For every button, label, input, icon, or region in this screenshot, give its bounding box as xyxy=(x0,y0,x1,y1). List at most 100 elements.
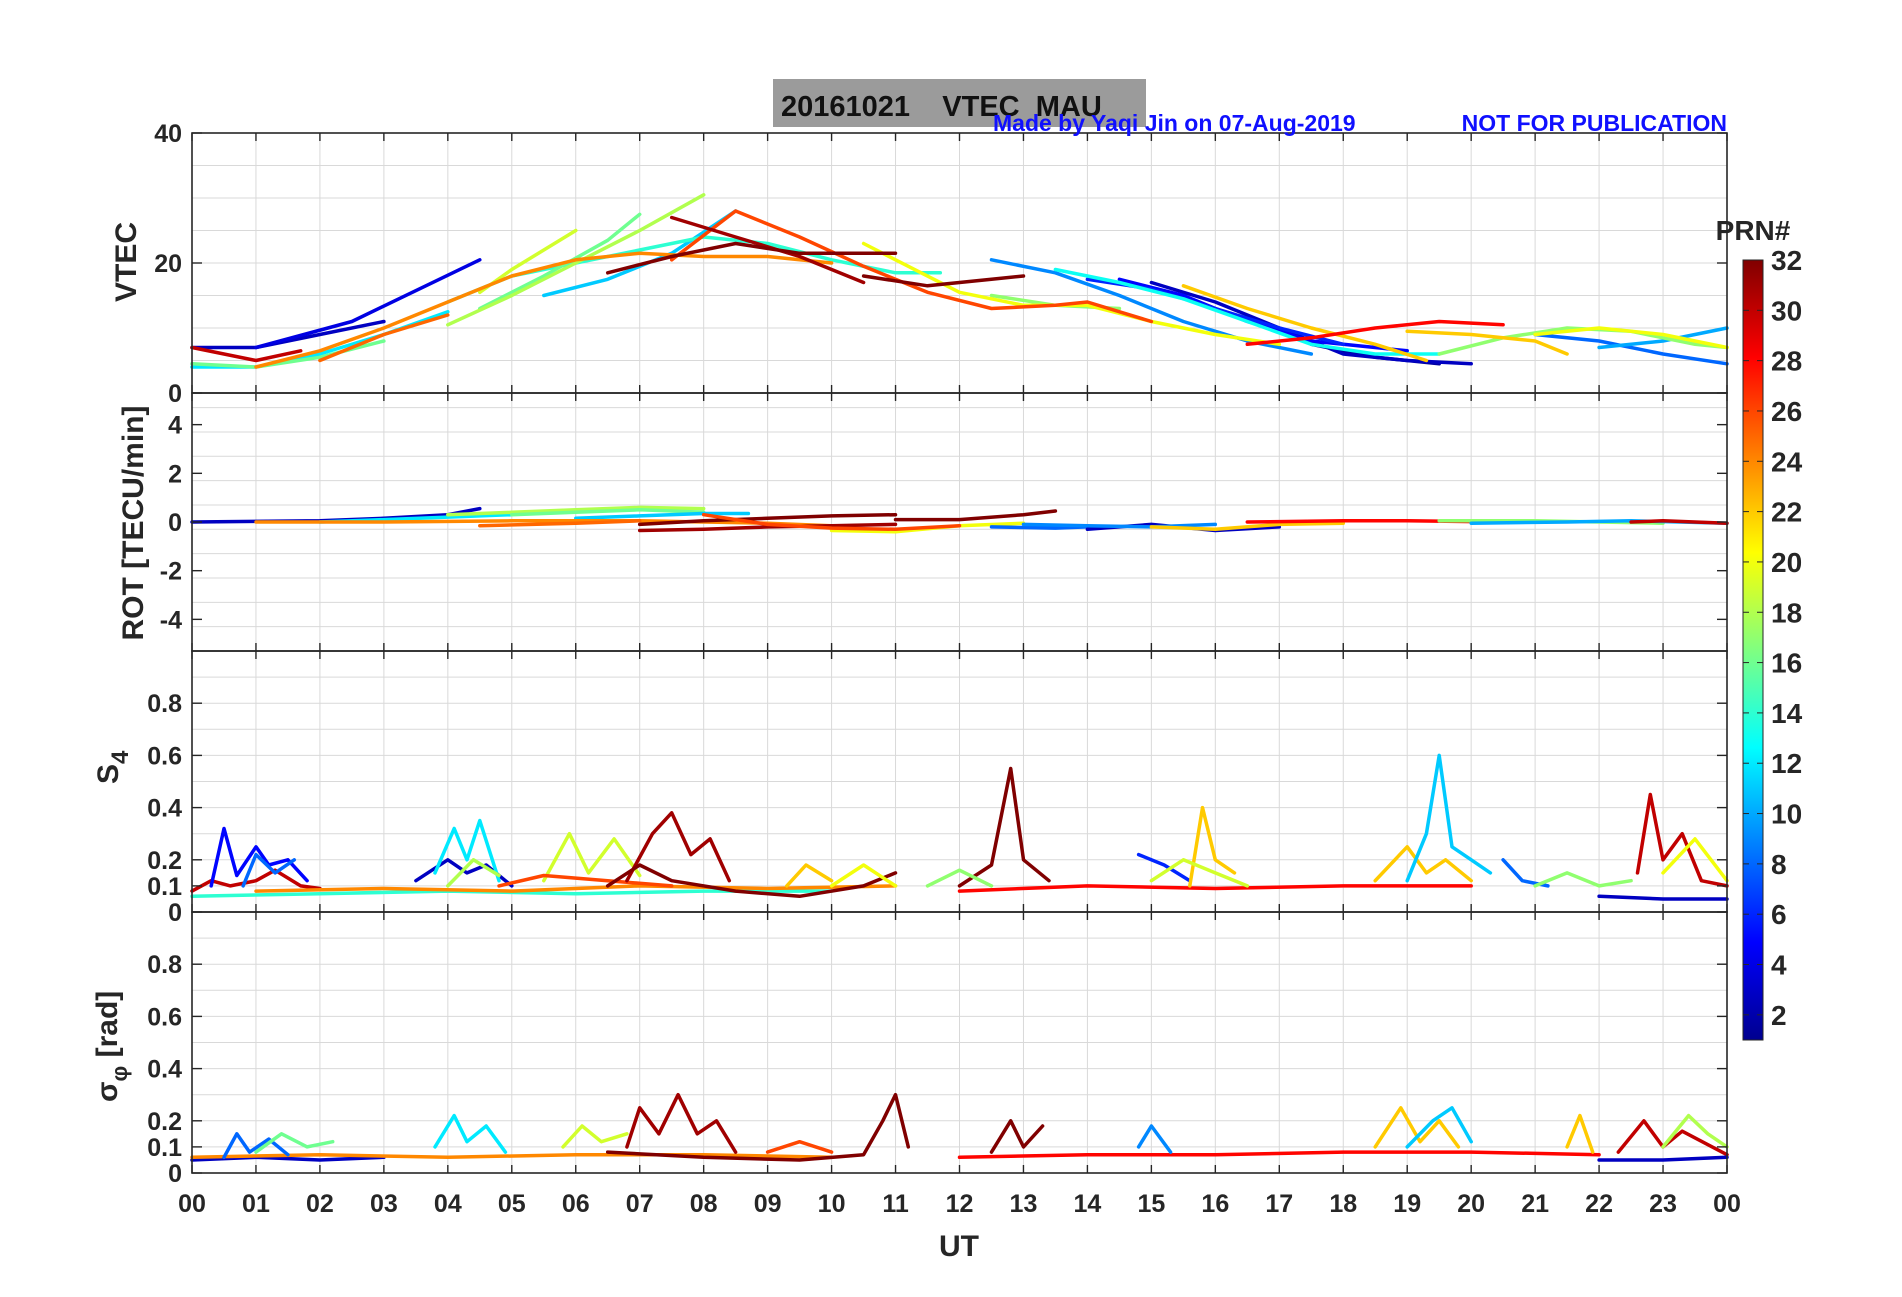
series-prn-17 xyxy=(1533,871,1633,888)
colorbar-title: PRN# xyxy=(1716,215,1791,246)
series-prn-24 xyxy=(190,1152,834,1160)
series-prn-5 xyxy=(209,826,309,888)
y-tick-label: 2 xyxy=(168,460,182,488)
notice-text: NOT FOR PUBLICATION xyxy=(1462,110,1727,136)
series-prn-25 xyxy=(318,313,450,363)
ylabel-sigma: σφ [rad] xyxy=(91,991,132,1102)
colorbar-tick-label: 30 xyxy=(1771,295,1802,326)
series-prn-12 xyxy=(433,1113,508,1154)
x-tick-label: 16 xyxy=(1201,1190,1229,1218)
colorbar-tick-label: 28 xyxy=(1771,346,1802,377)
series-prn-32 xyxy=(957,766,1051,888)
series-prn-32 xyxy=(605,241,898,275)
series-prn-4 xyxy=(254,258,482,350)
series-prn-8 xyxy=(989,525,1090,530)
colorbar-tick-label: 16 xyxy=(1771,648,1802,679)
colorbar-tick-label: 20 xyxy=(1771,547,1802,578)
series-prn-16 xyxy=(510,508,706,517)
series-layer xyxy=(190,193,1729,1162)
x-tick-label: 14 xyxy=(1074,1190,1102,1218)
colorbar-tick-label: 2 xyxy=(1771,1000,1787,1031)
series-prn-19 xyxy=(542,831,642,883)
series-prn-22 xyxy=(1373,1106,1461,1149)
x-tick-label: 02 xyxy=(306,1190,334,1218)
series-prn-26 xyxy=(497,873,674,888)
series-prn-22 xyxy=(1373,845,1473,883)
series-prn-19 xyxy=(561,1124,629,1149)
series-prn-32 xyxy=(605,863,898,899)
series-prn-24 xyxy=(254,251,834,369)
series-prn-3 xyxy=(1597,894,1729,901)
colorbar-tick-label: 6 xyxy=(1771,899,1787,930)
series-prn-30 xyxy=(1629,519,1729,525)
colorbar-tick-label: 24 xyxy=(1771,446,1803,477)
series-prn-8 xyxy=(222,1132,290,1160)
series-prn-3 xyxy=(1597,1155,1729,1162)
y-tick-label: 4 xyxy=(168,412,182,440)
series-prn-22 xyxy=(1405,329,1569,356)
y-tick-label: 0.1 xyxy=(147,1134,182,1162)
series-prn-9 xyxy=(1021,522,1218,529)
x-tick-label: 09 xyxy=(754,1190,782,1218)
x-tick-label: 00 xyxy=(1713,1190,1741,1218)
series-prn-22 xyxy=(785,863,834,888)
series-prn-18 xyxy=(446,858,501,888)
y-tick-label: 0 xyxy=(168,380,182,408)
colorbar-tick-label: 14 xyxy=(1771,698,1803,729)
x-tick-label: 11 xyxy=(882,1190,909,1218)
series-prn-31 xyxy=(637,522,898,533)
y-tick-label: 0.4 xyxy=(147,1056,182,1084)
series-prn-28 xyxy=(957,884,1473,893)
series-prn-8 xyxy=(1533,332,1729,366)
x-tick-label: 12 xyxy=(946,1190,974,1218)
series-prn-20 xyxy=(861,241,1282,347)
y-tick-label: 0.6 xyxy=(147,1003,182,1031)
series-prn-31 xyxy=(625,811,732,883)
series-prn-17 xyxy=(925,868,994,888)
y-tick-label: 0.6 xyxy=(147,742,182,770)
x-tick-label: 13 xyxy=(1010,1190,1038,1218)
colorbar-tick-label: 12 xyxy=(1771,748,1802,779)
series-prn-22 xyxy=(1181,284,1429,363)
grid-layer xyxy=(192,133,1727,1173)
series-prn-13 xyxy=(1053,267,1441,356)
x-tick-label: 19 xyxy=(1393,1190,1421,1218)
frame-layer: 02040-4-202400.10.20.40.60.800.10.20.40.… xyxy=(147,120,1741,1218)
y-tick-label: 0.1 xyxy=(147,873,182,901)
series-prn-11 xyxy=(1405,753,1493,883)
series-prn-32 xyxy=(637,512,898,527)
colorbar-tick-label: 4 xyxy=(1771,950,1787,981)
x-tick-label: 21 xyxy=(1521,1190,1549,1218)
x-tick-label: 17 xyxy=(1265,1190,1293,1218)
x-tick-label: 05 xyxy=(498,1190,526,1218)
ylabel-s4: S4 xyxy=(92,750,134,784)
series-prn-20 xyxy=(1533,326,1729,350)
x-tick-label: 15 xyxy=(1137,1190,1165,1218)
colorbar-tick-label: 10 xyxy=(1771,799,1802,830)
series-prn-22 xyxy=(1565,1113,1595,1154)
x-tick-label: 23 xyxy=(1649,1190,1677,1218)
y-tick-label: -4 xyxy=(160,606,182,634)
series-prn-30 xyxy=(190,345,303,363)
series-prn-22 xyxy=(1188,805,1237,888)
series-prn-31 xyxy=(625,1092,738,1154)
series-prn-26 xyxy=(669,209,1154,324)
series-prn-18 xyxy=(446,193,706,327)
y-tick-label: 20 xyxy=(154,250,182,278)
series-prn-20 xyxy=(1661,837,1729,883)
credit-text: Made by Yaqi Jin on 07-Aug-2019 xyxy=(993,110,1356,136)
x-tick-label: 22 xyxy=(1585,1190,1613,1218)
series-prn-10 xyxy=(1597,326,1729,350)
x-tick-label: 10 xyxy=(818,1190,846,1218)
series-prn-26 xyxy=(765,1139,834,1154)
colorbar-tick-label: 26 xyxy=(1771,396,1802,427)
series-prn-3 xyxy=(190,319,386,350)
series-prn-30 xyxy=(1635,792,1729,888)
series-prn-12 xyxy=(433,818,501,883)
series-prn-25 xyxy=(478,519,642,528)
series-prn-18 xyxy=(446,505,706,517)
xlabel: UT xyxy=(939,1230,979,1263)
series-prn-18 xyxy=(1661,1113,1729,1149)
